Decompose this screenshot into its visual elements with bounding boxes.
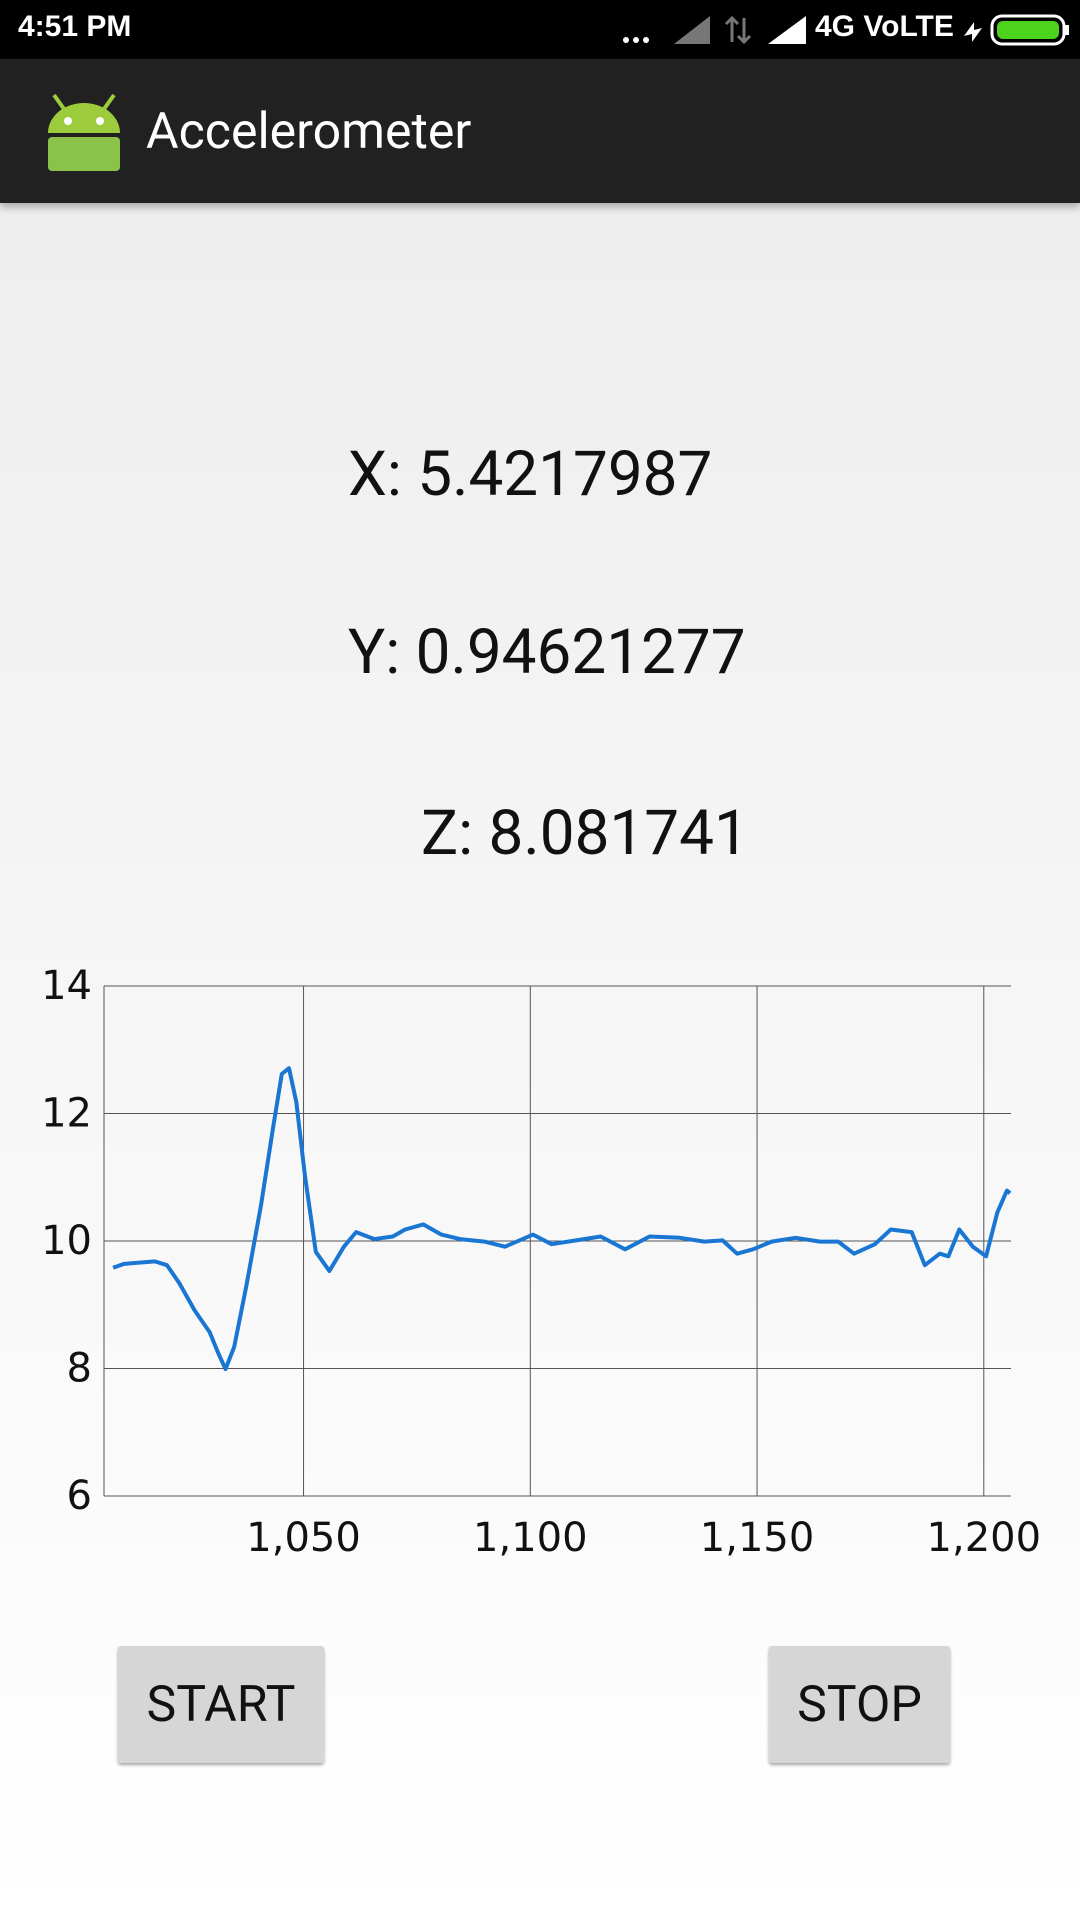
x-tick-label: 1,200 xyxy=(927,1515,1042,1561)
y-tick-label: 12 xyxy=(41,1091,92,1137)
status-bar: 4:51 PM 4G VoLTE xyxy=(0,0,1080,59)
x-tick-label: 1,100 xyxy=(473,1515,588,1561)
x-tick-label: 1,150 xyxy=(700,1515,815,1561)
reading-x: X: 5.4217987 xyxy=(348,438,713,511)
x-tick-label: 1,050 xyxy=(246,1515,361,1561)
y-tick-label: 6 xyxy=(67,1473,92,1519)
start-button[interactable]: START xyxy=(118,1646,324,1763)
chart: 6 8 10 12 14 1,050 1,100 1,150 1,200 xyxy=(41,963,1042,1561)
y-tick-label: 10 xyxy=(41,1218,92,1264)
reading-y: Y: 0.94621277 xyxy=(348,616,746,689)
network-type: 4G VoLTE xyxy=(815,10,954,43)
app-icon xyxy=(48,93,120,171)
reading-z: Z: 8.081741 xyxy=(421,797,749,870)
app-bar: Accelerometer xyxy=(0,59,1080,203)
signal-icons xyxy=(623,15,806,45)
y-tick-label: 8 xyxy=(67,1346,92,1392)
y-tick-label: 14 xyxy=(41,963,92,1009)
stop-button[interactable]: STOP xyxy=(769,1646,950,1763)
data-line xyxy=(112,1066,1012,1372)
battery-icon xyxy=(964,14,1069,46)
app-title: Accelerometer xyxy=(146,103,472,161)
status-time: 4:51 PM xyxy=(18,10,132,43)
